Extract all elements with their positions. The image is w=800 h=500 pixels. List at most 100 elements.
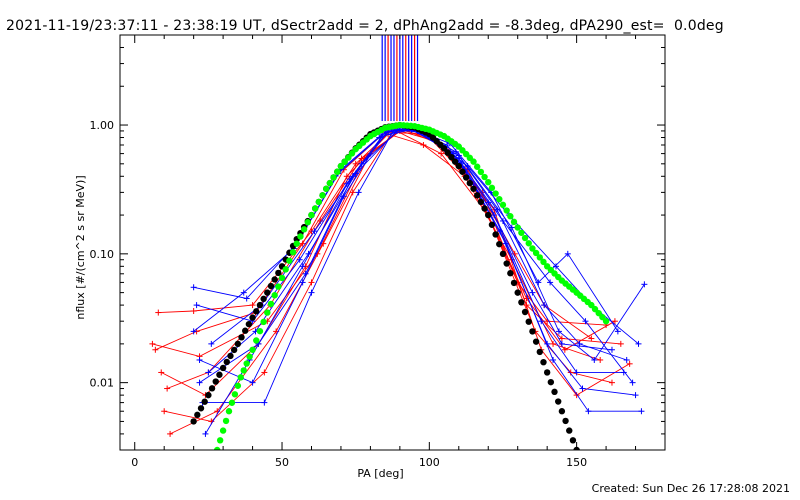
data-point-red	[349, 189, 356, 196]
y-axis-label: nflux [#/(cm^2 s sr MeV)]	[74, 175, 87, 319]
model-dot-green	[308, 211, 315, 219]
model-dot-green	[499, 201, 507, 209]
data-point-blue	[641, 281, 648, 288]
model-dot-black	[448, 153, 455, 161]
model-dot-black	[451, 158, 459, 165]
model-dot-green	[326, 179, 334, 187]
model-dot-green	[297, 233, 304, 240]
data-point-blue	[555, 328, 562, 335]
model-dot-green	[507, 213, 514, 220]
model-dot-green	[518, 229, 525, 236]
model-dot-green	[334, 168, 341, 175]
model-dot-black	[238, 334, 245, 341]
model-dot-green	[240, 367, 247, 374]
data-point-red	[567, 369, 574, 376]
x-tick-label: 0	[131, 456, 138, 469]
model-dot-green	[503, 207, 510, 214]
data-point-red	[438, 150, 445, 157]
model-dot-green	[286, 257, 293, 264]
model-dot-black	[492, 231, 499, 238]
model-dot-black	[208, 385, 216, 392]
data-point-blue	[243, 295, 250, 302]
model-dot-black	[459, 168, 466, 175]
model-dot-black	[540, 358, 547, 366]
data-point-red	[558, 335, 565, 342]
model-dot-green	[222, 417, 230, 425]
data-point-blue	[358, 160, 365, 167]
model-dot-black	[245, 320, 253, 328]
model-dot-green	[532, 249, 540, 257]
data-point-blue	[502, 240, 509, 247]
model-dot-black	[249, 314, 256, 321]
model-dot-green	[264, 309, 271, 316]
model-dot-black	[201, 398, 208, 405]
data-point-blue	[202, 430, 209, 437]
data-point-red	[573, 392, 580, 399]
series-line-blue	[193, 126, 619, 332]
model-dot-green	[231, 391, 239, 398]
series-line-blue	[211, 128, 639, 345]
model-dot-black	[488, 221, 496, 228]
model-dot-black	[473, 192, 481, 199]
model-dot-black	[543, 369, 551, 376]
model-dot-green	[323, 185, 330, 192]
data-point-blue	[190, 328, 197, 335]
model-dot-black	[205, 391, 212, 399]
model-dot-black	[518, 299, 525, 306]
model-dot-green	[477, 168, 485, 176]
model-dot-green	[330, 174, 337, 181]
data-point-blue	[205, 369, 212, 376]
data-point-blue	[614, 328, 621, 335]
data-point-blue	[529, 289, 536, 296]
model-dot-green	[529, 245, 536, 252]
data-point-blue	[379, 133, 386, 140]
data-point-blue	[299, 279, 306, 286]
model-dot-black	[514, 289, 521, 296]
model-dot-green	[481, 173, 488, 181]
data-point-red	[261, 369, 268, 376]
model-dot-green	[246, 353, 253, 360]
model-dot-black	[264, 289, 271, 296]
plot-frame	[119, 34, 666, 451]
model-dot-green	[602, 317, 610, 325]
data-point-blue	[608, 346, 615, 353]
model-dot-black	[496, 240, 503, 248]
model-dot-black	[230, 346, 238, 354]
model-dot-green	[337, 162, 345, 170]
series-line-blue	[199, 127, 636, 396]
model-dot-green	[214, 446, 221, 450]
x-tick-label: 150	[566, 456, 587, 469]
model-dot-black	[485, 211, 492, 219]
data-point-red	[190, 307, 197, 314]
data-point-blue	[196, 356, 203, 363]
data-point-blue	[305, 250, 312, 257]
data-point-red	[249, 302, 256, 309]
y-tick-label: 1.00	[90, 119, 115, 132]
model-dot-green	[540, 258, 547, 266]
data-point-blue	[193, 302, 200, 309]
data-point-red	[308, 279, 315, 286]
data-point-blue	[296, 256, 303, 263]
model-dot-green	[234, 382, 242, 389]
model-dot-green	[485, 178, 492, 186]
model-dot-black	[566, 427, 573, 434]
data-point-blue	[564, 250, 571, 257]
data-point-red	[550, 340, 557, 347]
model-dot-black	[444, 149, 451, 156]
model-dot-green	[282, 266, 289, 273]
data-point-blue	[491, 212, 498, 219]
data-point-blue	[249, 379, 256, 386]
model-dot-green	[278, 274, 286, 282]
model-dot-black	[569, 437, 577, 444]
data-point-blue	[635, 340, 642, 347]
model-dot-black	[275, 269, 282, 277]
data-point-red	[597, 356, 604, 363]
data-point-red	[164, 385, 171, 392]
data-point-red	[588, 335, 595, 342]
model-dot-green	[237, 374, 244, 381]
data-point-blue	[573, 369, 580, 376]
x-tick-label: 50	[275, 456, 289, 469]
y-tick-label: 0.01	[90, 377, 115, 390]
model-dot-black	[212, 378, 219, 385]
